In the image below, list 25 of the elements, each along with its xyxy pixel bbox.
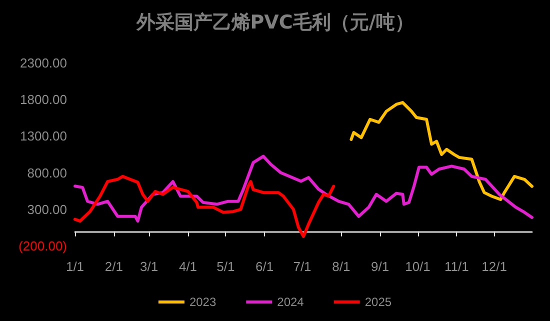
x-tick-label: 5/1 [216,259,235,274]
chart-title: 外采国产乙烯PVC毛利（元/吨） [135,12,414,34]
x-tick-label: 8/1 [332,259,350,274]
x-tick-label: 11/1 [444,259,469,274]
line-series [74,154,534,223]
x-tick-label: 2/1 [104,259,123,274]
x-tick-label: 1/1 [66,259,84,274]
y-tick-label: 300.00 [27,202,67,217]
x-tick-label: 9/1 [371,259,390,274]
legend-label: 2023 [189,295,216,309]
x-tick-label: 12/1 [482,259,507,274]
x-tick-label: 3/1 [140,259,158,274]
x-tick-label: 10/1 [405,259,430,274]
y-tick-label: 1300.00 [20,128,67,144]
x-tick-label: 4/1 [178,259,198,274]
line-series [350,101,534,202]
y-tick-label: 800.00 [27,165,67,180]
x-tick-label: 6/1 [256,259,274,274]
legend-label: 2024 [277,295,304,309]
x-tick-label: 7/1 [293,259,312,274]
legend-label: 2025 [364,295,392,309]
y-tick-label: 2300.00 [20,56,67,70]
y-tick-label: (200.00) [18,238,67,254]
line-series [74,174,336,238]
y-tick-label: 1800.00 [20,92,67,108]
